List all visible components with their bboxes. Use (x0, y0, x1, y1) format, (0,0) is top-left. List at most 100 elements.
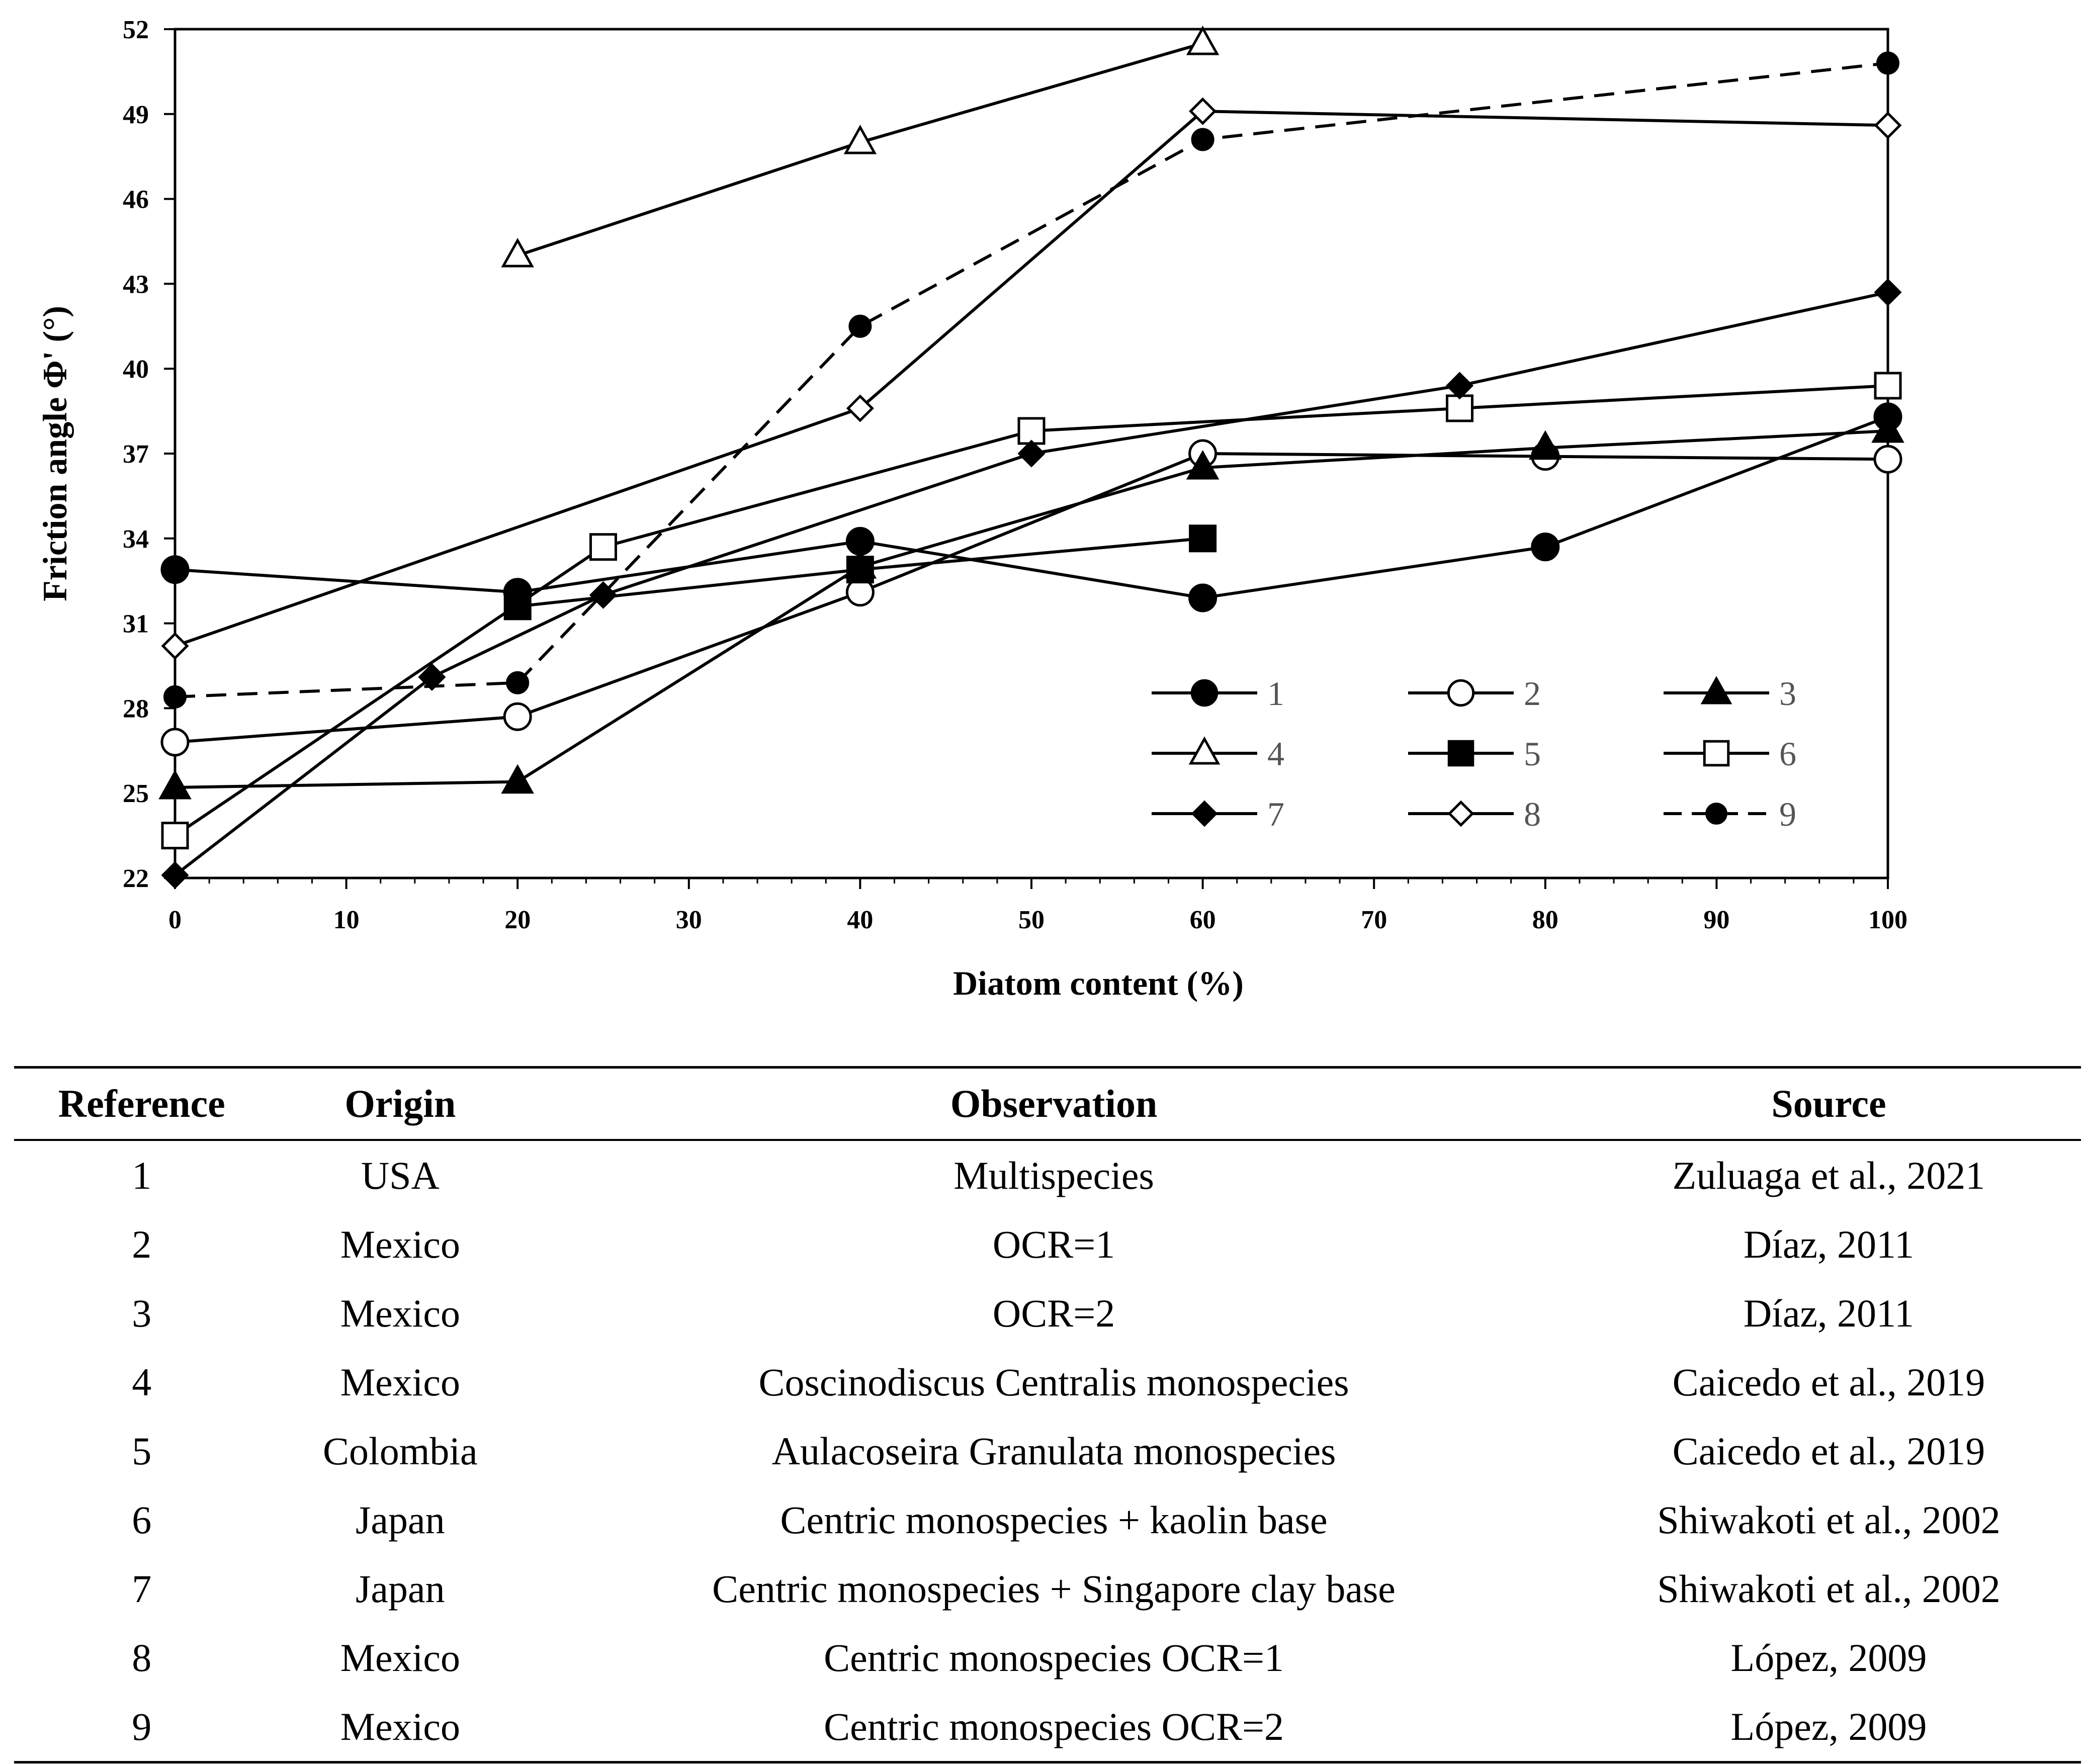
data-point (1871, 413, 1904, 443)
cell-reference: 3 (132, 1291, 152, 1335)
table-row: 5 Colombia Aulacoseira Granulata monospeci… (14, 1417, 2081, 1485)
cell-origin: Mexico (340, 1222, 460, 1266)
cell-source: Díaz, 2011 (1743, 1222, 1915, 1266)
y-tick-label: 46 (123, 186, 149, 214)
friction-angle-chart: 0 10 20 30 40 50 60 70 80 90 100 22 25 28 31 34 37 40 43 46… (36, 16, 1907, 1002)
data-point (1445, 372, 1474, 400)
cell-reference: 6 (132, 1497, 152, 1542)
data-point (846, 394, 874, 422)
cell-source: López, 2009 (1730, 1635, 1927, 1680)
y-tick-label: 34 (123, 525, 149, 554)
data-point (1191, 128, 1214, 151)
legend-marker (1191, 800, 1218, 827)
y-tick-label: 22 (123, 864, 149, 893)
chart-canvas: 0 10 20 30 40 50 60 70 80 90 100222528313437404346… (36, 16, 1907, 1002)
legend-marker (1700, 676, 1732, 704)
data-point (1188, 583, 1218, 612)
series-9-line (175, 61, 1888, 698)
cell-origin: Japan (356, 1497, 445, 1542)
data-point (846, 556, 874, 584)
series-2-line (175, 452, 1888, 744)
cell-source: Shiwakoti et al., 2002 (1657, 1566, 2001, 1611)
cell-origin: Mexico (340, 1291, 460, 1335)
legend-label: 1 (1267, 674, 1284, 713)
x-tick-label: 60 (1190, 906, 1216, 934)
cell-origin: Mexico (269, 1692, 532, 1763)
data-point (161, 861, 189, 889)
legend-item-7: 7 (1152, 795, 1284, 833)
x-tick-label: 90 (1703, 906, 1729, 934)
axis-ticks: 0 10 20 30 40 50 60 70 80 90 100222528313437404346… (123, 16, 1907, 934)
table-row: 3 Mexico OCR=2 Díaz, 2011 (14, 1279, 2081, 1348)
header-reference: Reference (14, 1066, 270, 1141)
cell-reference: 1 (132, 1153, 152, 1197)
legend-item-2: 2 (1408, 674, 1541, 713)
legend-label: 2 (1524, 674, 1541, 713)
y-tick-label: 40 (123, 355, 149, 384)
cell-source: Zuluaga et al., 2021 (1672, 1153, 1985, 1197)
legend-item-1: 1 (1152, 674, 1284, 713)
table-row: 1 USA Multispecies Zuluaga et al., 2021 (14, 1140, 2081, 1210)
y-tick-label: 28 (123, 694, 149, 723)
header-observation: Observation (531, 1066, 1577, 1141)
header-origin: Origin (269, 1066, 532, 1141)
data-point (501, 238, 534, 268)
cell-source: Caicedo et al., 2019 (1672, 1360, 1985, 1404)
data-point (1874, 372, 1902, 400)
data-point (1529, 430, 1562, 460)
legend-marker (1190, 679, 1219, 707)
series-6 (161, 372, 1902, 850)
x-tick-label: 0 (168, 906, 182, 934)
data-point (503, 702, 532, 731)
legend-item-9: 9 (1664, 795, 1796, 833)
legend-marker (1447, 679, 1475, 707)
x-tick-label: 80 (1532, 906, 1558, 934)
data-point (1186, 26, 1220, 55)
table-row: 8 Mexico Centric monospecies OCR=1 López, 2… (14, 1623, 2081, 1692)
cell-origin: Mexico (340, 1635, 460, 1680)
data-point (1874, 278, 1902, 306)
data-point (161, 632, 189, 660)
cell-observation: OCR=1 (992, 1222, 1115, 1266)
legend-marker (1447, 740, 1474, 767)
y-tick-label: 25 (123, 779, 149, 808)
x-tick-label: 40 (847, 906, 873, 934)
data-point (848, 314, 872, 338)
table-row: 6 Japan Centric monospecies + kaolin base S… (14, 1485, 2081, 1554)
data-point (418, 663, 446, 691)
series-8-line (175, 110, 1888, 648)
data-point (1531, 533, 1560, 562)
cell-origin: Colombia (323, 1429, 478, 1473)
cell-source: López, 2009 (1576, 1692, 2081, 1763)
table-row: 2 Mexico OCR=1 Díaz, 2011 (14, 1210, 2081, 1279)
data-point (160, 555, 190, 584)
x-tick-label: 20 (504, 906, 531, 934)
legend-marker (1703, 740, 1730, 767)
cell-observation: Centric monospecies + Singapore clay bas… (712, 1566, 1396, 1611)
series-3-line (175, 429, 1888, 789)
cell-source: Díaz, 2011 (1743, 1291, 1915, 1335)
x-tick-label: 70 (1361, 906, 1387, 934)
data-point (506, 671, 530, 694)
y-tick-label: 52 (123, 16, 149, 44)
cell-reference: 5 (132, 1429, 152, 1473)
cell-reference: 2 (132, 1222, 152, 1266)
cell-observation: Centric monospecies OCR=1 (824, 1635, 1284, 1680)
x-tick-label: 50 (1018, 906, 1045, 934)
legend-label: 7 (1267, 795, 1284, 833)
cell-observation: Aulacoseira Granulata monospecies (771, 1429, 1336, 1473)
cell-source: Caicedo et al., 2019 (1672, 1429, 1985, 1473)
cell-reference: 7 (132, 1566, 152, 1611)
table-row: 7 Japan Centric monospecies + Singapore cl… (14, 1554, 2081, 1623)
cell-origin: USA (361, 1153, 440, 1197)
data-point (843, 124, 877, 154)
series-1-line (175, 415, 1889, 599)
y-tick-label: 37 (123, 440, 149, 469)
data-point (1873, 445, 1902, 474)
series-8 (161, 97, 1902, 660)
y-tick-label: 43 (123, 270, 149, 299)
cell-origin: Japan (356, 1566, 445, 1611)
data-point (1186, 450, 1220, 480)
cell-reference: 4 (132, 1360, 152, 1404)
legend-label: 8 (1524, 795, 1541, 833)
